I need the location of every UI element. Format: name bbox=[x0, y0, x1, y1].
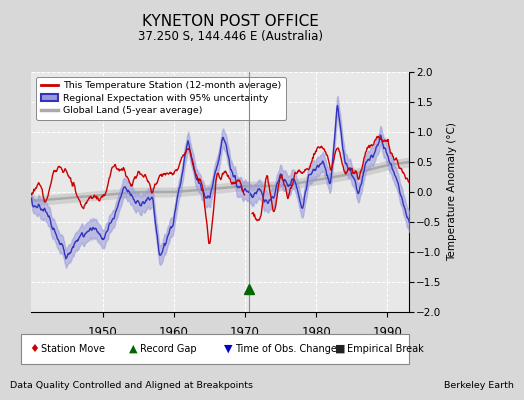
Text: ■: ■ bbox=[335, 344, 346, 354]
Text: 1960: 1960 bbox=[159, 326, 189, 339]
Y-axis label: Temperature Anomaly (°C): Temperature Anomaly (°C) bbox=[447, 122, 457, 262]
Text: Station Move: Station Move bbox=[41, 344, 105, 354]
Legend: This Temperature Station (12-month average), Regional Expectation with 95% uncer: This Temperature Station (12-month avera… bbox=[36, 77, 286, 120]
Text: 1990: 1990 bbox=[373, 326, 402, 339]
Text: Record Gap: Record Gap bbox=[140, 344, 197, 354]
Text: Time of Obs. Change: Time of Obs. Change bbox=[235, 344, 336, 354]
Text: ▼: ▼ bbox=[224, 344, 232, 354]
Text: Data Quality Controlled and Aligned at Breakpoints: Data Quality Controlled and Aligned at B… bbox=[10, 381, 254, 390]
Text: Berkeley Earth: Berkeley Earth bbox=[444, 381, 514, 390]
Text: 1950: 1950 bbox=[88, 326, 117, 339]
Text: Empirical Break: Empirical Break bbox=[347, 344, 424, 354]
Text: ♦: ♦ bbox=[29, 344, 39, 354]
Text: KYNETON POST OFFICE: KYNETON POST OFFICE bbox=[142, 14, 319, 29]
Text: 1970: 1970 bbox=[230, 326, 260, 339]
Text: 1980: 1980 bbox=[301, 326, 331, 339]
Text: ▲: ▲ bbox=[129, 344, 138, 354]
Text: 37.250 S, 144.446 E (Australia): 37.250 S, 144.446 E (Australia) bbox=[138, 30, 323, 43]
